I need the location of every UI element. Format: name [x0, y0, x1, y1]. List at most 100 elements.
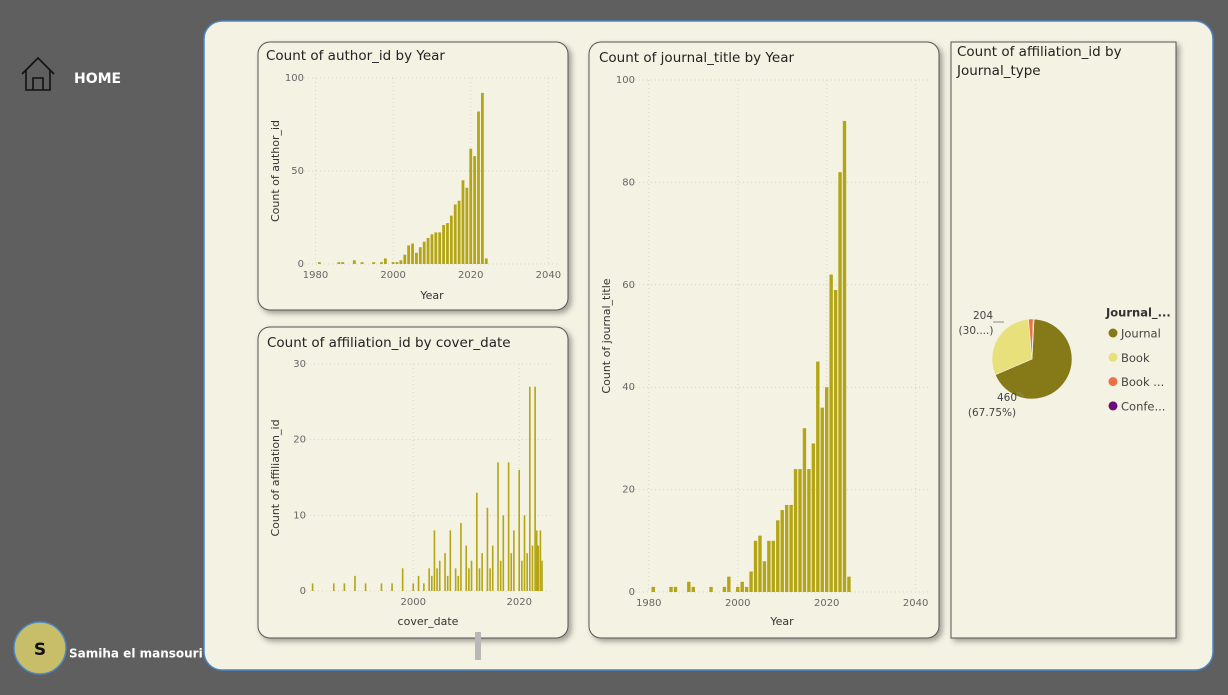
bar	[489, 568, 491, 591]
legend-swatch	[1108, 377, 1118, 387]
y-axis-label: Count of journal_title	[600, 278, 613, 393]
bar	[477, 111, 480, 264]
y-axis-label: Count of author_id	[269, 120, 282, 222]
home-icon[interactable]	[21, 56, 55, 91]
bar	[784, 504, 789, 592]
x-tick-label: 2020	[814, 598, 839, 609]
bar	[497, 462, 499, 591]
user-name: Samiha el mansouri	[69, 647, 203, 661]
bar	[380, 583, 383, 591]
bar	[484, 258, 488, 264]
bar	[318, 262, 321, 264]
bar	[457, 200, 461, 264]
bar	[807, 469, 811, 592]
bar	[798, 469, 802, 592]
bar	[687, 581, 691, 592]
bar	[539, 530, 542, 591]
bar	[758, 535, 762, 592]
y-tick-label: 0	[300, 586, 306, 597]
bar	[465, 187, 469, 264]
data-label: 204	[973, 310, 993, 322]
bar	[526, 553, 528, 591]
x-axis-label: cover_date	[398, 615, 459, 628]
bar	[535, 530, 538, 591]
bar	[820, 407, 824, 592]
bar	[816, 361, 820, 592]
bar	[744, 586, 749, 592]
home-button[interactable]: HOME	[21, 56, 121, 91]
y-tick-label: 30	[293, 359, 306, 370]
bar	[446, 575, 449, 591]
x-tick-label: 2020	[458, 270, 483, 281]
bar	[403, 254, 407, 264]
bar	[360, 262, 364, 264]
bar	[470, 560, 473, 591]
y-tick-label: 40	[622, 382, 635, 393]
legend-swatch	[1108, 352, 1118, 362]
pie-slice	[991, 318, 1033, 376]
bar	[507, 462, 510, 591]
bar	[776, 520, 780, 592]
bar	[780, 510, 784, 592]
pie-slice	[1031, 318, 1035, 360]
x-axis-label: Year	[769, 615, 794, 628]
bar	[461, 180, 465, 264]
y-tick-label: 10	[293, 510, 306, 521]
x-tick-label: 2000	[725, 598, 750, 609]
bar	[417, 575, 420, 591]
bar	[537, 545, 540, 591]
bar	[449, 215, 453, 264]
data-label: (30....)	[959, 325, 994, 337]
bar	[430, 234, 434, 264]
bar	[428, 568, 430, 591]
bar	[412, 583, 415, 591]
bar	[332, 583, 335, 591]
bar	[518, 469, 521, 591]
bar	[771, 540, 776, 592]
legend-swatch	[1108, 328, 1118, 338]
legend-label: Book ...	[1121, 375, 1164, 389]
bar	[423, 583, 425, 591]
scroll-handle	[475, 632, 481, 660]
bar	[478, 568, 481, 591]
bar	[833, 289, 838, 592]
bar	[395, 262, 399, 264]
leader-line	[1016, 391, 1025, 397]
y-tick-label: 0	[298, 259, 304, 270]
bar	[407, 245, 411, 264]
bar	[651, 586, 655, 592]
bar	[457, 575, 460, 591]
bar	[753, 540, 758, 592]
bar	[444, 553, 446, 591]
bar	[802, 428, 807, 592]
y-axis-label: Count of affiliation_id	[269, 419, 282, 536]
bar	[438, 560, 441, 591]
bar	[446, 223, 449, 264]
bar	[399, 260, 403, 264]
x-tick-label: 2000	[401, 597, 426, 608]
bar	[372, 262, 376, 264]
data-label: (67.75%)	[968, 407, 1016, 419]
legend-label: Journal	[1120, 327, 1161, 341]
chart-title: Count of affiliation_id by	[957, 44, 1122, 60]
bar	[531, 545, 534, 591]
home-label[interactable]: HOME	[74, 71, 121, 87]
bar	[673, 586, 678, 592]
bar	[491, 545, 494, 591]
x-tick-label: 2040	[536, 270, 561, 281]
y-tick-label: 0	[629, 587, 635, 598]
bar	[411, 243, 414, 264]
bar	[473, 156, 477, 264]
x-axis-label: Year	[419, 289, 444, 302]
card	[257, 326, 569, 639]
x-tick-label: 1980	[636, 598, 661, 609]
bar	[337, 262, 341, 264]
bar	[380, 262, 383, 264]
bar	[513, 530, 515, 591]
bar	[449, 530, 452, 591]
bar	[434, 232, 438, 264]
bar	[691, 586, 695, 592]
card	[588, 41, 940, 639]
bar	[341, 262, 345, 264]
